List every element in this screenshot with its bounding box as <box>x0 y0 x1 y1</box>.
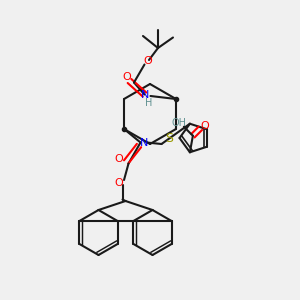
Text: OH: OH <box>172 118 187 128</box>
Text: S: S <box>165 131 173 145</box>
Text: O: O <box>144 56 152 66</box>
Text: H: H <box>145 98 153 109</box>
Text: N: N <box>141 89 149 100</box>
Text: O: O <box>114 178 123 188</box>
Text: N: N <box>140 137 148 148</box>
Text: O: O <box>122 72 131 82</box>
Text: O: O <box>115 154 123 164</box>
Text: O: O <box>200 121 209 131</box>
